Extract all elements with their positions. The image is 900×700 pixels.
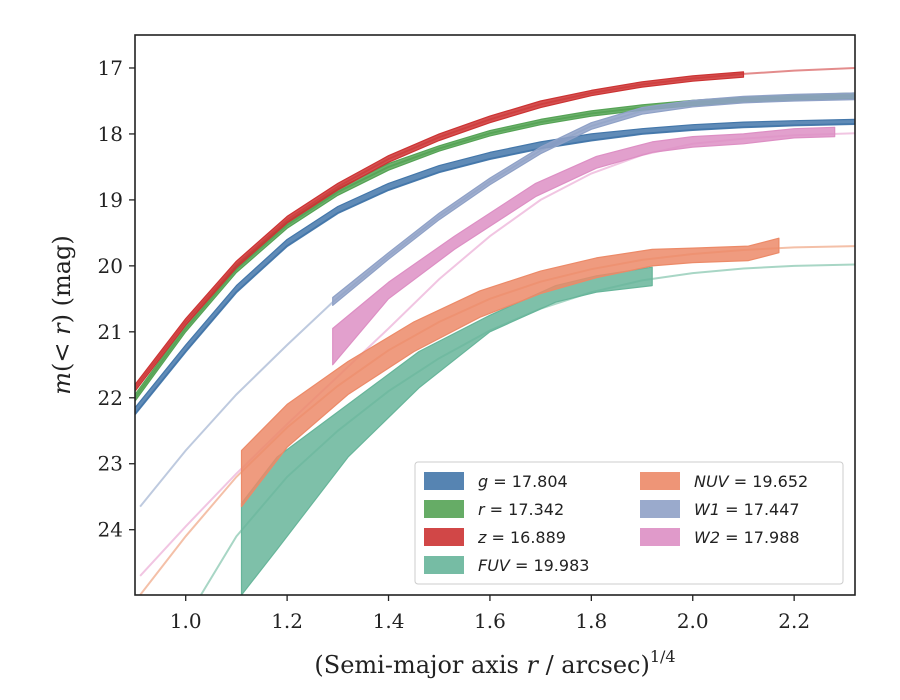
y-tick-label: 23	[98, 452, 123, 476]
legend-swatch-z	[424, 528, 464, 546]
y-axis-label-m: m	[48, 372, 76, 395]
y-tick-label: 22	[98, 386, 123, 410]
legend-label-w2: W2 = 17.988	[694, 528, 800, 547]
legend-swatch-r	[424, 500, 464, 518]
y-tick-label: 24	[98, 518, 123, 542]
data-band-fuv	[240, 266, 653, 595]
y-tick-label: 20	[98, 254, 123, 278]
x-axis-label-var: r	[526, 651, 539, 679]
y-axis-label-mid: (<	[48, 335, 76, 372]
legend-swatch-fuv	[424, 556, 464, 574]
legend-label-g: g = 17.804	[478, 472, 568, 491]
legend-swatch-g	[424, 472, 464, 490]
x-axis-label-exponent: 1/4	[650, 647, 676, 666]
y-tick-label: 21	[98, 320, 123, 344]
data-band-nuv	[240, 237, 780, 508]
x-tick-label: 1.4	[373, 609, 405, 633]
x-tick-label: 2.2	[778, 609, 810, 633]
legend-swatch-w2	[640, 528, 680, 546]
x-axis-label-text: (Semi-major axis	[314, 651, 526, 679]
legend-box	[414, 461, 844, 585]
legend-label-z: z = 16.889	[477, 528, 566, 547]
axis-ticks: 1.0 1.2 1.4 1.6 1.8 2.0 2.2 17 18 19 20 21 22 23 24	[98, 56, 811, 633]
y-tick-label: 18	[98, 122, 123, 146]
legend-swatch-nuv	[640, 472, 680, 490]
y-tick-label: 17	[98, 56, 123, 80]
x-axis-label-rest: / arcsec)	[538, 651, 650, 679]
y-axis-label: m(< r) (mag)	[48, 235, 76, 395]
x-tick-label: 1.2	[271, 609, 303, 633]
legend-label-r: r = 17.342	[478, 500, 564, 519]
plot-frame	[134, 34, 856, 596]
data-band-w2	[332, 126, 836, 366]
y-axis-label-r: r	[48, 322, 76, 335]
data-band-g	[135, 118, 855, 415]
x-tick-label: 1.6	[474, 609, 506, 633]
x-tick-label: 1.8	[575, 609, 607, 633]
legend-label-nuv: NUV = 19.652	[694, 472, 808, 491]
legend-swatch-w1	[640, 500, 680, 518]
data-band-w1	[332, 92, 855, 306]
y-tick-label: 19	[98, 188, 123, 212]
x-axis-label: (Semi-major axis r / arcsec)1/4	[314, 647, 675, 679]
legend: g = 17.804 r = 17.342 z = 16.889 FUV = 19.9…	[414, 461, 844, 585]
legend-label-w1: W1 = 17.447	[694, 500, 800, 519]
y-axis-label-end: ) (mag)	[48, 235, 76, 323]
plot-area	[135, 67, 855, 595]
x-tick-label: 1.0	[170, 609, 202, 633]
x-tick-label: 2.0	[677, 609, 709, 633]
data-band-z	[135, 71, 745, 392]
legend-label-fuv: FUV = 19.983	[478, 556, 589, 575]
